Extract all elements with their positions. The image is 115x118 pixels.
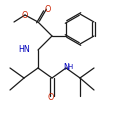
Text: N: N [63,63,68,72]
Text: H: H [67,64,72,70]
Text: O: O [47,93,54,103]
Text: HN: HN [18,44,30,53]
Text: O: O [44,4,51,13]
Text: O: O [22,11,28,19]
